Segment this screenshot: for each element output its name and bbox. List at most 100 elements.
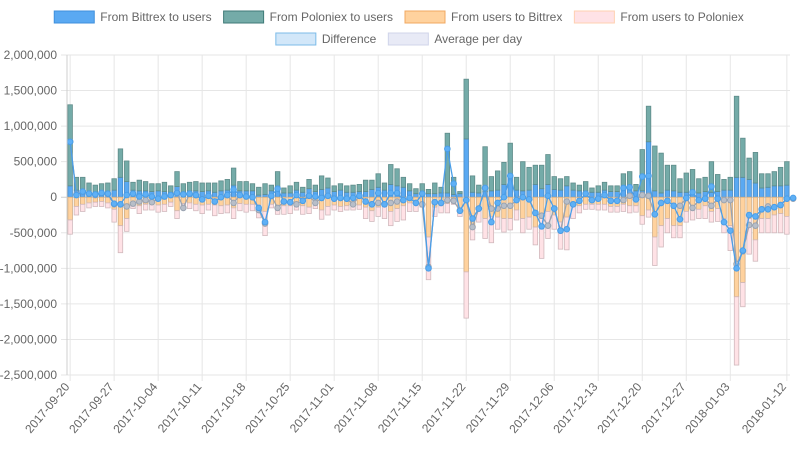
difference-point — [695, 196, 703, 204]
average-point — [689, 204, 696, 212]
bar-users-to-poloniex — [664, 218, 671, 234]
difference-point — [500, 193, 508, 201]
bar-poloniex-to-users — [507, 142, 513, 177]
bar-users-to-poloniex — [551, 214, 557, 230]
difference-point — [418, 190, 426, 197]
bar-users-to-poloniex — [230, 207, 237, 219]
bar-users-to-poloniex — [92, 201, 98, 207]
bar-users-to-poloniex — [375, 206, 381, 217]
bar-bittrex-to-users — [570, 189, 576, 198]
x-tick-label: 2017-09-20 — [22, 380, 72, 436]
difference-point — [450, 180, 457, 188]
bar-poloniex-to-users — [733, 95, 740, 178]
average-point — [506, 202, 514, 210]
difference-point — [532, 209, 539, 217]
legend-item-average[interactable]: Average per day — [387, 32, 522, 46]
average-point — [129, 200, 137, 207]
bar-users-to-poloniex — [482, 218, 488, 239]
difference-point — [569, 201, 577, 208]
bar-users-to-poloniex — [595, 203, 601, 211]
difference-point — [236, 191, 244, 199]
bar-poloniex-to-users — [658, 152, 664, 194]
difference-point — [431, 198, 439, 206]
bar-users-to-bittrex — [67, 196, 73, 221]
bar-bittrex-to-users — [539, 188, 545, 198]
difference-point — [142, 191, 149, 198]
bar-users-to-poloniex — [98, 201, 105, 207]
bar-poloniex-to-users — [583, 181, 589, 192]
bar-poloniex-to-users — [771, 171, 777, 187]
legend-item-users-to-bittrex[interactable]: From users to Bittrex — [404, 10, 562, 24]
difference-point — [318, 194, 325, 202]
legend-item-bittrex-to-users[interactable]: From Bittrex to users — [53, 10, 212, 24]
difference-point — [682, 194, 690, 202]
legend-item-difference[interactable]: Difference — [275, 32, 377, 46]
difference-point — [129, 190, 137, 197]
bar-users-to-poloniex — [444, 203, 451, 214]
difference-point — [563, 225, 571, 233]
bar-poloniex-to-users — [337, 183, 344, 191]
bar-poloniex-to-users — [501, 161, 507, 185]
bar-users-to-bittrex — [86, 196, 92, 204]
bar-users-to-poloniex — [752, 239, 759, 262]
bar-users-to-poloniex — [608, 206, 614, 213]
bar-poloniex-to-users — [306, 179, 312, 190]
x-tick-label: 2018-01-03 — [682, 380, 732, 436]
bar-poloniex-to-users — [161, 181, 168, 192]
difference-point — [412, 199, 420, 207]
average-point — [563, 198, 571, 205]
bar-poloniex-to-users — [180, 183, 186, 193]
bar-poloniex-to-users — [136, 179, 142, 192]
difference-point — [670, 202, 677, 210]
bar-users-to-poloniex — [306, 206, 312, 214]
average-point — [708, 202, 715, 210]
difference-point — [261, 218, 269, 226]
difference-point — [400, 196, 407, 204]
average-point — [349, 201, 357, 208]
bar-poloniex-to-users — [476, 184, 482, 194]
bar-poloniex-to-users — [539, 164, 545, 190]
bar-poloniex-to-users — [727, 176, 733, 191]
legend-item-users-to-poloniex[interactable]: From users to Poloniex — [573, 10, 744, 24]
bar-users-to-bittrex — [671, 196, 677, 227]
bar-users-to-poloniex — [633, 205, 639, 213]
bar-users-to-poloniex — [193, 203, 199, 212]
bar-poloniex-to-users — [526, 166, 532, 191]
bar-poloniex-to-users — [777, 166, 784, 187]
difference-point — [198, 196, 206, 203]
bar-poloniex-to-users — [752, 152, 759, 184]
bar-users-to-bittrex — [80, 196, 86, 205]
bar-users-to-poloniex — [388, 211, 394, 227]
x-tick-label: 2017-11-08 — [331, 380, 381, 436]
difference-point — [205, 192, 212, 200]
difference-point — [613, 197, 621, 205]
bar-users-to-poloniex — [362, 206, 369, 219]
difference-point — [557, 227, 564, 234]
bar-poloniex-to-users — [759, 173, 765, 189]
average-point — [180, 204, 187, 212]
bar-users-to-poloniex — [212, 204, 218, 217]
bar-users-to-poloniex — [601, 203, 608, 211]
bar-users-to-poloniex — [614, 206, 620, 213]
legend-item-poloniex-to-users[interactable]: From Poloniex to users — [223, 10, 393, 24]
difference-point — [110, 200, 118, 207]
bar-poloniex-to-users — [186, 181, 193, 192]
difference-point — [85, 190, 93, 197]
bar-users-to-poloniex — [501, 218, 507, 233]
bar-poloniex-to-users — [570, 182, 576, 191]
legend-label: Difference — [322, 32, 377, 46]
bar-users-to-poloniex — [199, 204, 205, 214]
average-point — [142, 196, 149, 204]
bar-poloniex-to-users — [689, 169, 696, 191]
difference-point — [456, 207, 464, 215]
bar-poloniex-to-users — [124, 160, 130, 182]
average-point — [444, 196, 451, 204]
bar-poloniex-to-users — [262, 183, 268, 195]
difference-point — [217, 193, 225, 201]
bar-poloniex-to-users — [312, 184, 319, 192]
bar-poloniex-to-users — [212, 182, 218, 193]
bar-poloniex-to-users — [608, 185, 614, 192]
bar-users-to-poloniex — [356, 204, 363, 210]
difference-point — [607, 197, 615, 205]
difference-point — [777, 201, 784, 209]
